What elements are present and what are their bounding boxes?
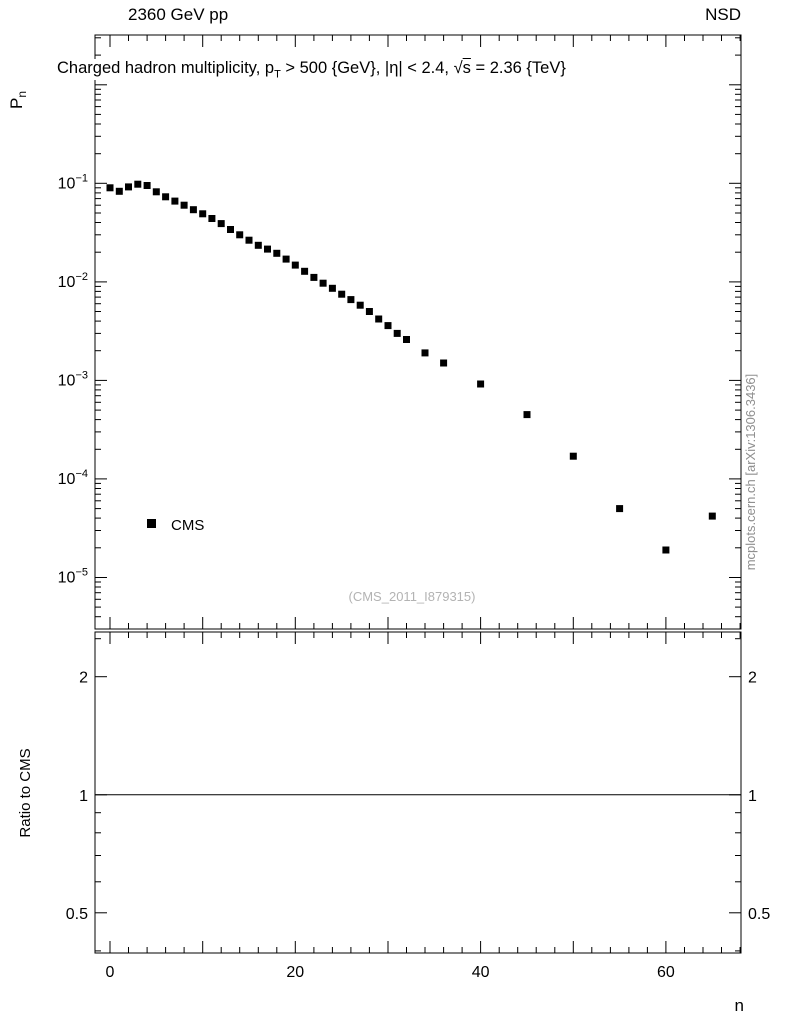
plot-title-mid: > 500 {GeV}, |η| < 2.4, xyxy=(280,59,454,77)
legend-marker-square-icon xyxy=(147,519,156,528)
svg-text:60: 60 xyxy=(657,964,675,981)
svg-text:10−4: 10−4 xyxy=(58,468,88,488)
svg-text:0.5: 0.5 xyxy=(66,906,88,923)
svg-text:2: 2 xyxy=(79,670,88,687)
y-axis-title: Pn xyxy=(7,91,29,109)
svg-text:2: 2 xyxy=(748,670,757,687)
svg-text:0: 0 xyxy=(106,964,115,981)
svg-text:1: 1 xyxy=(748,788,757,805)
x-axis-title: n xyxy=(734,996,744,1015)
svg-text:1: 1 xyxy=(79,788,88,805)
sqrt-argument: s xyxy=(462,59,471,77)
analysis-watermark: (CMS_2011_I879315) xyxy=(349,589,476,604)
svg-text:10−3: 10−3 xyxy=(58,369,88,389)
plot-title-text: Charged hadron multiplicity, p xyxy=(57,59,275,77)
data-markers xyxy=(106,180,716,554)
header-event-class: NSD xyxy=(705,5,741,24)
ratio-axis-title: Ratio to CMS xyxy=(17,748,34,837)
svg-text:40: 40 xyxy=(472,964,490,981)
axes-and-ticks xyxy=(94,34,742,954)
plot-title: Charged hadron multiplicity, pT > 500 {G… xyxy=(55,59,568,81)
header-beam-energy: 2360 GeV pp xyxy=(128,5,229,24)
plot-title-sub: T xyxy=(274,68,281,81)
svg-text:10−2: 10−2 xyxy=(58,271,88,291)
sqrt-symbol: √ xyxy=(453,59,463,77)
svg-text:10−5: 10−5 xyxy=(58,567,88,587)
plot-title-end: = 2.36 {TeV} xyxy=(470,59,566,77)
mcplots-side-note: mcplots.cern.ch [arXiv:1306.3436] xyxy=(743,374,758,571)
axis-tick-labels: 10−510−410−310−210−10.5 0.51 12 20 20 40 60 xyxy=(58,172,771,981)
legend-label-cms: CMS xyxy=(171,517,204,534)
svg-text:10−1: 10−1 xyxy=(58,172,88,192)
svg-text:0.5: 0.5 xyxy=(748,906,770,923)
svg-text:20: 20 xyxy=(286,964,304,981)
